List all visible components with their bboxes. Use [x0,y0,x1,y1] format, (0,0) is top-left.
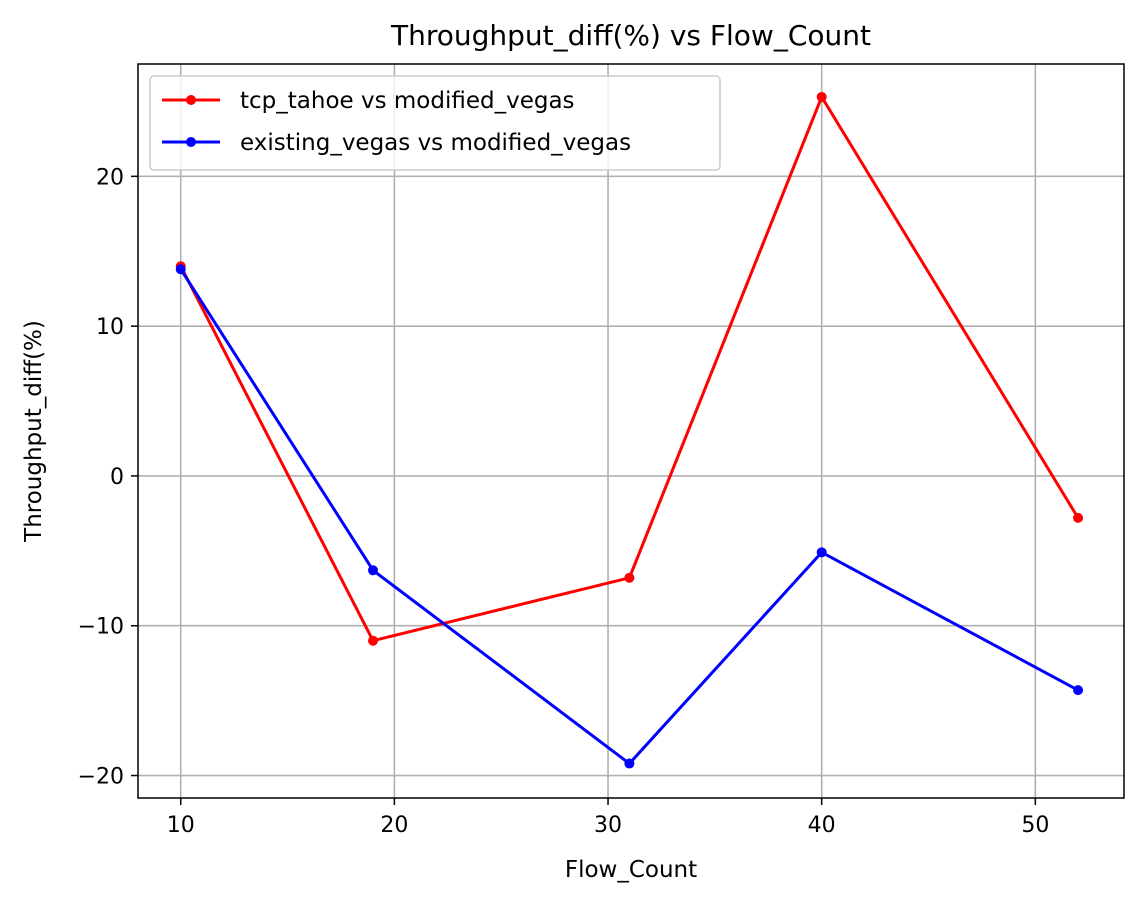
y-tick-label: −10 [78,615,124,640]
legend-box [149,75,721,171]
y-tick-label: 20 [96,165,124,190]
data-point-series-1 [624,758,635,769]
legend-marker-tcp-tahoe [186,95,196,105]
data-point-series-1 [368,565,379,576]
x-tick-label: 40 [808,813,836,838]
legend-label-tcp-tahoe: tcp_tahoe vs modified_vegas [240,88,575,114]
y-tick-label: 0 [110,465,124,490]
y-tick-label: −20 [78,765,124,790]
x-tick-label: 50 [1021,813,1049,838]
data-point-series-0 [624,572,635,583]
data-point-series-1 [1073,685,1084,696]
y-axis-label: Throughput_diff(%) [21,320,47,543]
y-tick-label: 10 [96,315,124,340]
data-point-series-0 [1073,512,1084,523]
data-point-series-1 [175,264,186,275]
legend-label-existing-vegas: existing_vegas vs modified_vegas [240,130,631,156]
series-lines [175,91,1084,769]
x-tick-label: 20 [380,813,408,838]
legend: tcp_tahoe vs modified_vegas existing_veg… [149,75,721,171]
x-axis-label: Flow_Count [565,857,697,883]
legend-marker-existing-vegas [186,137,196,147]
x-tick-label: 30 [594,813,622,838]
data-point-series-1 [816,547,827,558]
x-tick-label: 10 [167,813,195,838]
plot-frame [137,63,1125,799]
data-point-series-0 [816,91,827,102]
chart-title: Throughput_diff(%) vs Flow_Count [390,19,871,52]
data-point-series-0 [368,635,379,646]
axis-ticks: 10 20 30 40 50 −20 −10 0 10 20 [78,165,1050,838]
